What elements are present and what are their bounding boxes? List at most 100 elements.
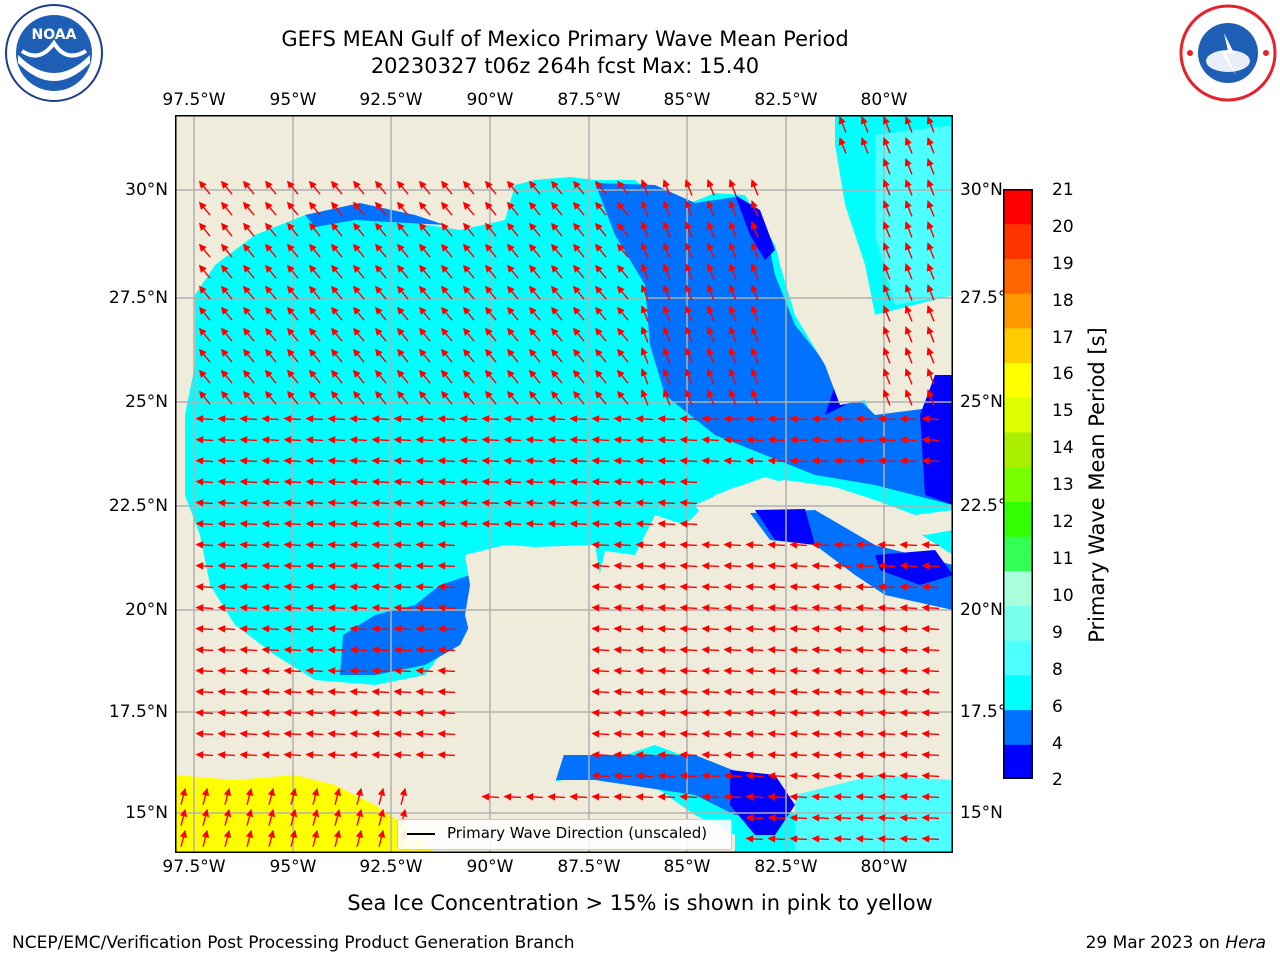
wave-arrow-head (767, 751, 776, 759)
wave-arrow-head (640, 221, 648, 230)
lat-label-right-15: 15°N (960, 803, 1003, 823)
wave-arrow-head (904, 158, 912, 167)
wave-arrow-head (613, 478, 622, 486)
wave-arrow-head (640, 200, 648, 209)
wave-arrow-head (745, 688, 754, 696)
wave-arrow-head (349, 499, 358, 507)
wave-arrow-head (267, 787, 276, 797)
wave-arrow-head (333, 829, 342, 839)
wave-arrow-head (349, 562, 358, 570)
wave-arrow-head (201, 787, 210, 797)
wave-arrow-head (811, 604, 820, 612)
wave-arrow-head (921, 751, 930, 759)
wave-arrow-head (195, 436, 204, 444)
wave-arrow-head (811, 835, 820, 843)
wave-arrow-head (833, 562, 842, 570)
wave-arrow-head (415, 625, 424, 633)
wave-arrow-head (662, 221, 670, 230)
wave-arrow-head (745, 730, 754, 738)
wave-arrow-head (635, 646, 644, 654)
wave-arrow-head (371, 457, 380, 465)
wave-arrow-head (239, 583, 248, 591)
wave-arrow-head (572, 369, 581, 378)
wave-arrow-head (684, 221, 692, 230)
east-gulf-blue (595, 183, 953, 505)
wave-arrow-head (462, 327, 471, 336)
wave-arrow-head (217, 478, 226, 486)
wave-arrow-head (860, 116, 868, 125)
wave-arrow-head (811, 625, 820, 633)
wave-arrow-head (679, 457, 688, 465)
wave-arrow-head (591, 688, 600, 696)
wave-arrow-head (635, 562, 644, 570)
wave-arrow-head (640, 179, 648, 188)
wave-arrow-head (239, 562, 248, 570)
wave-arrow-head (242, 369, 251, 378)
colorbar-tick-18: 18 (1052, 291, 1074, 311)
wave-arrow-head (706, 242, 714, 251)
wave-arrow-head (855, 562, 864, 570)
colorbar-band (1003, 327, 1033, 364)
wave-arrow-head (904, 179, 912, 188)
wave-arrow-head (198, 327, 207, 336)
wave-arrow-head (877, 709, 886, 717)
wave-arrow-head (242, 348, 251, 357)
wave-arrow-head (899, 583, 908, 591)
wave-arrow-head (662, 200, 670, 209)
wave-arrow-head (283, 646, 292, 654)
lon-label-bottom-92-5: 92.5°W (359, 857, 423, 877)
wave-arrow-head (220, 306, 229, 315)
wave-arrow-head (679, 499, 688, 507)
colorbar-tick-16: 16 (1052, 364, 1074, 384)
wave-arrow-head (506, 180, 515, 189)
wave-arrow-head (440, 201, 449, 210)
wave-arrow-head (613, 562, 622, 570)
noaa-logo: NOAA (5, 4, 103, 102)
wave-arrow-head (308, 348, 317, 357)
wave-arrow-head (640, 326, 648, 335)
wave-arrow-head (239, 730, 248, 738)
wave-arrow-head (283, 415, 292, 423)
wave-arrow-head (484, 327, 493, 336)
wave-arrow-head (789, 667, 798, 675)
wave-arrow-head (635, 730, 644, 738)
wave-arrow-head (311, 829, 320, 839)
wave-arrow-head (415, 751, 424, 759)
wave-arrow-head (506, 369, 515, 378)
wave-arrow-head (217, 667, 226, 675)
wave-arrow-head (899, 541, 908, 549)
wave-arrow-head (767, 562, 776, 570)
wave-arrow-head (640, 305, 648, 314)
wave-arrow-head (220, 180, 229, 189)
wave-arrow-head (330, 369, 339, 378)
wave-arrow-head (572, 390, 581, 399)
wave-arrow-head (855, 835, 864, 843)
wave-arrow-head (371, 478, 380, 486)
wave-arrow-head (179, 787, 188, 797)
wave-arrow-head (926, 326, 934, 335)
wave-arrow-head (349, 520, 358, 528)
colorbar-band (1003, 605, 1033, 641)
wave-arrow-head (882, 116, 890, 125)
wave-arrow-head (330, 201, 339, 210)
wave-arrow-head (374, 243, 383, 252)
wave-arrow-head (305, 436, 314, 444)
wave-arrow-head (242, 180, 251, 189)
wave-arrow-head (327, 541, 336, 549)
wave-arrow-head (640, 242, 648, 251)
wave-arrow-head (349, 667, 358, 675)
wave-arrow-head (877, 562, 886, 570)
wave-arrow-head (371, 667, 380, 675)
wave-arrow-head (728, 326, 736, 335)
wave-arrow-head (701, 583, 710, 591)
wave-arrow-head (926, 284, 934, 293)
wave-arrow-head (440, 390, 449, 399)
wave-arrow-head (569, 793, 578, 801)
wave-arrow-head (264, 201, 273, 210)
wave-arrow-head (525, 457, 534, 465)
wave-arrow-head (899, 793, 908, 801)
wave-arrow-head (371, 415, 380, 423)
lon-label-top-82-5: 82.5°W (754, 90, 818, 110)
wave-arrow-head (706, 221, 714, 230)
wave-arrow-head (789, 793, 798, 801)
